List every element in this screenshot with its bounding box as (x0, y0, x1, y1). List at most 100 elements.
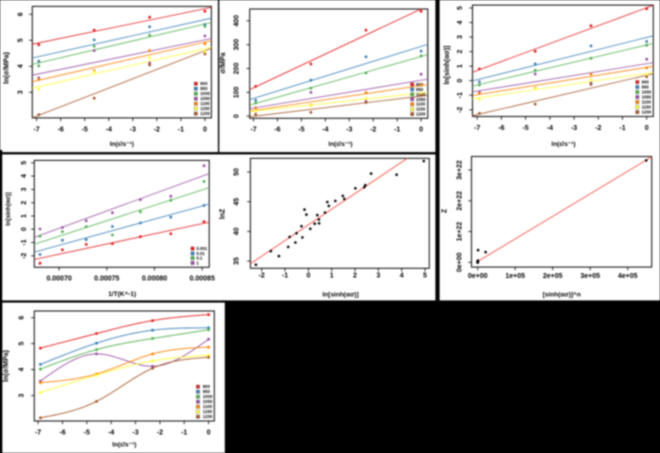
svg-text:σ/MPa: σ/MPa (220, 52, 227, 73)
svg-text:400: 400 (233, 15, 240, 27)
svg-text:0: 0 (233, 114, 240, 118)
svg-text:-2: -2 (157, 429, 163, 436)
svg-text:4: 4 (400, 273, 404, 280)
svg-text:6: 6 (18, 12, 25, 16)
svg-text:-1: -1 (21, 239, 28, 245)
svg-text:5: 5 (18, 38, 25, 42)
svg-text:1200: 1200 (642, 110, 652, 115)
svg-text:3: 3 (376, 273, 380, 280)
svg-text:-2: -2 (259, 273, 265, 280)
svg-text:1e+05: 1e+05 (505, 273, 525, 280)
svg-text:3e+05: 3e+05 (580, 273, 600, 280)
svg-text:0.00075: 0.00075 (94, 276, 119, 283)
svg-text:1050: 1050 (203, 399, 213, 404)
svg-text:45: 45 (234, 198, 241, 206)
svg-text:200: 200 (233, 63, 240, 75)
svg-text:0.1: 0.1 (196, 256, 203, 261)
svg-text:ln[sinh(ασ)]: ln[sinh(ασ)] (322, 292, 358, 299)
svg-text:-7: -7 (33, 126, 39, 133)
svg-text:-3: -3 (132, 429, 138, 436)
svg-text:1: 1 (196, 260, 199, 265)
svg-text:900: 900 (203, 384, 211, 389)
svg-text:6: 6 (19, 316, 26, 320)
svg-text:5: 5 (457, 6, 464, 10)
svg-text:2e+22: 2e+22 (457, 191, 464, 211)
svg-text:0.01: 0.01 (196, 251, 205, 256)
svg-text:0: 0 (645, 125, 649, 132)
svg-text:0: 0 (207, 429, 211, 436)
svg-text:900: 900 (200, 81, 208, 86)
svg-text:-7: -7 (35, 429, 41, 436)
svg-text:-4: -4 (322, 126, 328, 133)
svg-text:ln(σ/MPa): ln(σ/MPa) (4, 52, 11, 84)
svg-text:1200: 1200 (203, 414, 213, 419)
svg-text:5: 5 (423, 273, 427, 280)
svg-text:-5: -5 (298, 126, 304, 133)
svg-text:0: 0 (306, 273, 310, 280)
svg-text:-2: -2 (370, 126, 376, 133)
svg-text:1/T(K^-1): 1/T(K^-1) (108, 290, 136, 298)
svg-text:-4: -4 (106, 126, 112, 133)
svg-text:Z: Z (442, 208, 449, 213)
svg-text:4e+05: 4e+05 (618, 273, 638, 280)
svg-text:0: 0 (203, 126, 207, 133)
svg-text:-1: -1 (282, 273, 288, 280)
svg-text:3: 3 (21, 187, 28, 191)
svg-text:2: 2 (457, 50, 464, 54)
svg-text:0: 0 (419, 126, 423, 133)
svg-text:2e+05: 2e+05 (543, 273, 563, 280)
svg-text:1150: 1150 (416, 107, 426, 112)
svg-text:-5: -5 (84, 429, 90, 436)
svg-text:ln[sinh(ασ)]: ln[sinh(ασ)] (444, 45, 451, 84)
svg-text:-6: -6 (498, 125, 504, 132)
svg-text:0: 0 (457, 79, 464, 83)
svg-text:-3: -3 (571, 125, 577, 132)
svg-text:5: 5 (19, 342, 26, 346)
svg-text:100: 100 (233, 86, 240, 98)
svg-text:1100: 1100 (203, 404, 213, 409)
svg-text:1: 1 (457, 64, 464, 68)
svg-text:ln(ε̇/s⁻¹): ln(ε̇/s⁻¹) (110, 141, 134, 148)
svg-text:1: 1 (330, 273, 334, 280)
svg-text:1000: 1000 (642, 90, 652, 95)
svg-text:50: 50 (234, 168, 241, 176)
svg-text:-3: -3 (346, 126, 352, 133)
svg-text:-1: -1 (181, 429, 187, 436)
svg-text:900: 900 (642, 80, 650, 85)
svg-text:1100: 1100 (416, 102, 426, 107)
svg-text:950: 950 (200, 86, 208, 91)
svg-text:-5: -5 (522, 125, 528, 132)
svg-text:0.001: 0.001 (196, 246, 207, 251)
svg-text:ln(ε̇/s⁻¹): ln(ε̇/s⁻¹) (112, 442, 136, 449)
svg-text:1: 1 (21, 214, 28, 218)
svg-text:-1: -1 (619, 125, 625, 132)
svg-text:3: 3 (457, 35, 464, 39)
svg-text:ln(σ/MPa): ln(σ/MPa) (3, 350, 10, 382)
svg-text:0.00080: 0.00080 (142, 276, 167, 283)
svg-text:-1: -1 (178, 126, 184, 133)
svg-text:4: 4 (21, 174, 28, 178)
svg-text:1050: 1050 (200, 96, 210, 101)
svg-text:-2: -2 (154, 126, 160, 133)
svg-text:950: 950 (203, 389, 211, 394)
svg-text:-3: -3 (130, 126, 136, 133)
svg-text:2: 2 (353, 273, 357, 280)
svg-text:0.00070: 0.00070 (46, 276, 71, 283)
svg-text:1000: 1000 (200, 91, 210, 96)
svg-text:3: 3 (19, 393, 26, 397)
svg-text:4: 4 (19, 368, 26, 372)
svg-text:1100: 1100 (642, 100, 652, 105)
svg-text:-2: -2 (457, 107, 464, 113)
svg-text:0.00085: 0.00085 (190, 276, 215, 283)
svg-text:-1: -1 (457, 92, 464, 98)
svg-text:1200: 1200 (200, 111, 210, 116)
svg-text:1100: 1100 (200, 101, 210, 106)
svg-text:4: 4 (457, 20, 464, 24)
svg-text:950: 950 (416, 87, 424, 92)
svg-text:1050: 1050 (416, 97, 426, 102)
svg-text:1150: 1150 (642, 105, 652, 110)
svg-text:0e+00: 0e+00 (457, 252, 464, 272)
svg-text:-2: -2 (595, 125, 601, 132)
svg-text:1150: 1150 (203, 409, 213, 414)
svg-text:[sinh(ασ)]^n: [sinh(ασ)]^n (543, 291, 581, 299)
